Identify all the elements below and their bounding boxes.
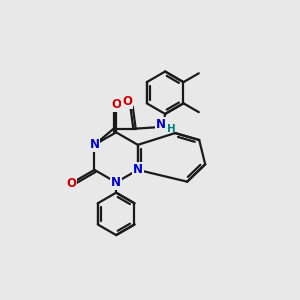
- Text: N: N: [111, 176, 121, 189]
- Text: N: N: [133, 164, 143, 176]
- Text: O: O: [122, 95, 132, 108]
- Text: N: N: [89, 138, 100, 151]
- Text: N: N: [156, 118, 166, 131]
- Text: O: O: [111, 98, 121, 111]
- Text: O: O: [66, 178, 76, 190]
- Text: H: H: [167, 124, 176, 134]
